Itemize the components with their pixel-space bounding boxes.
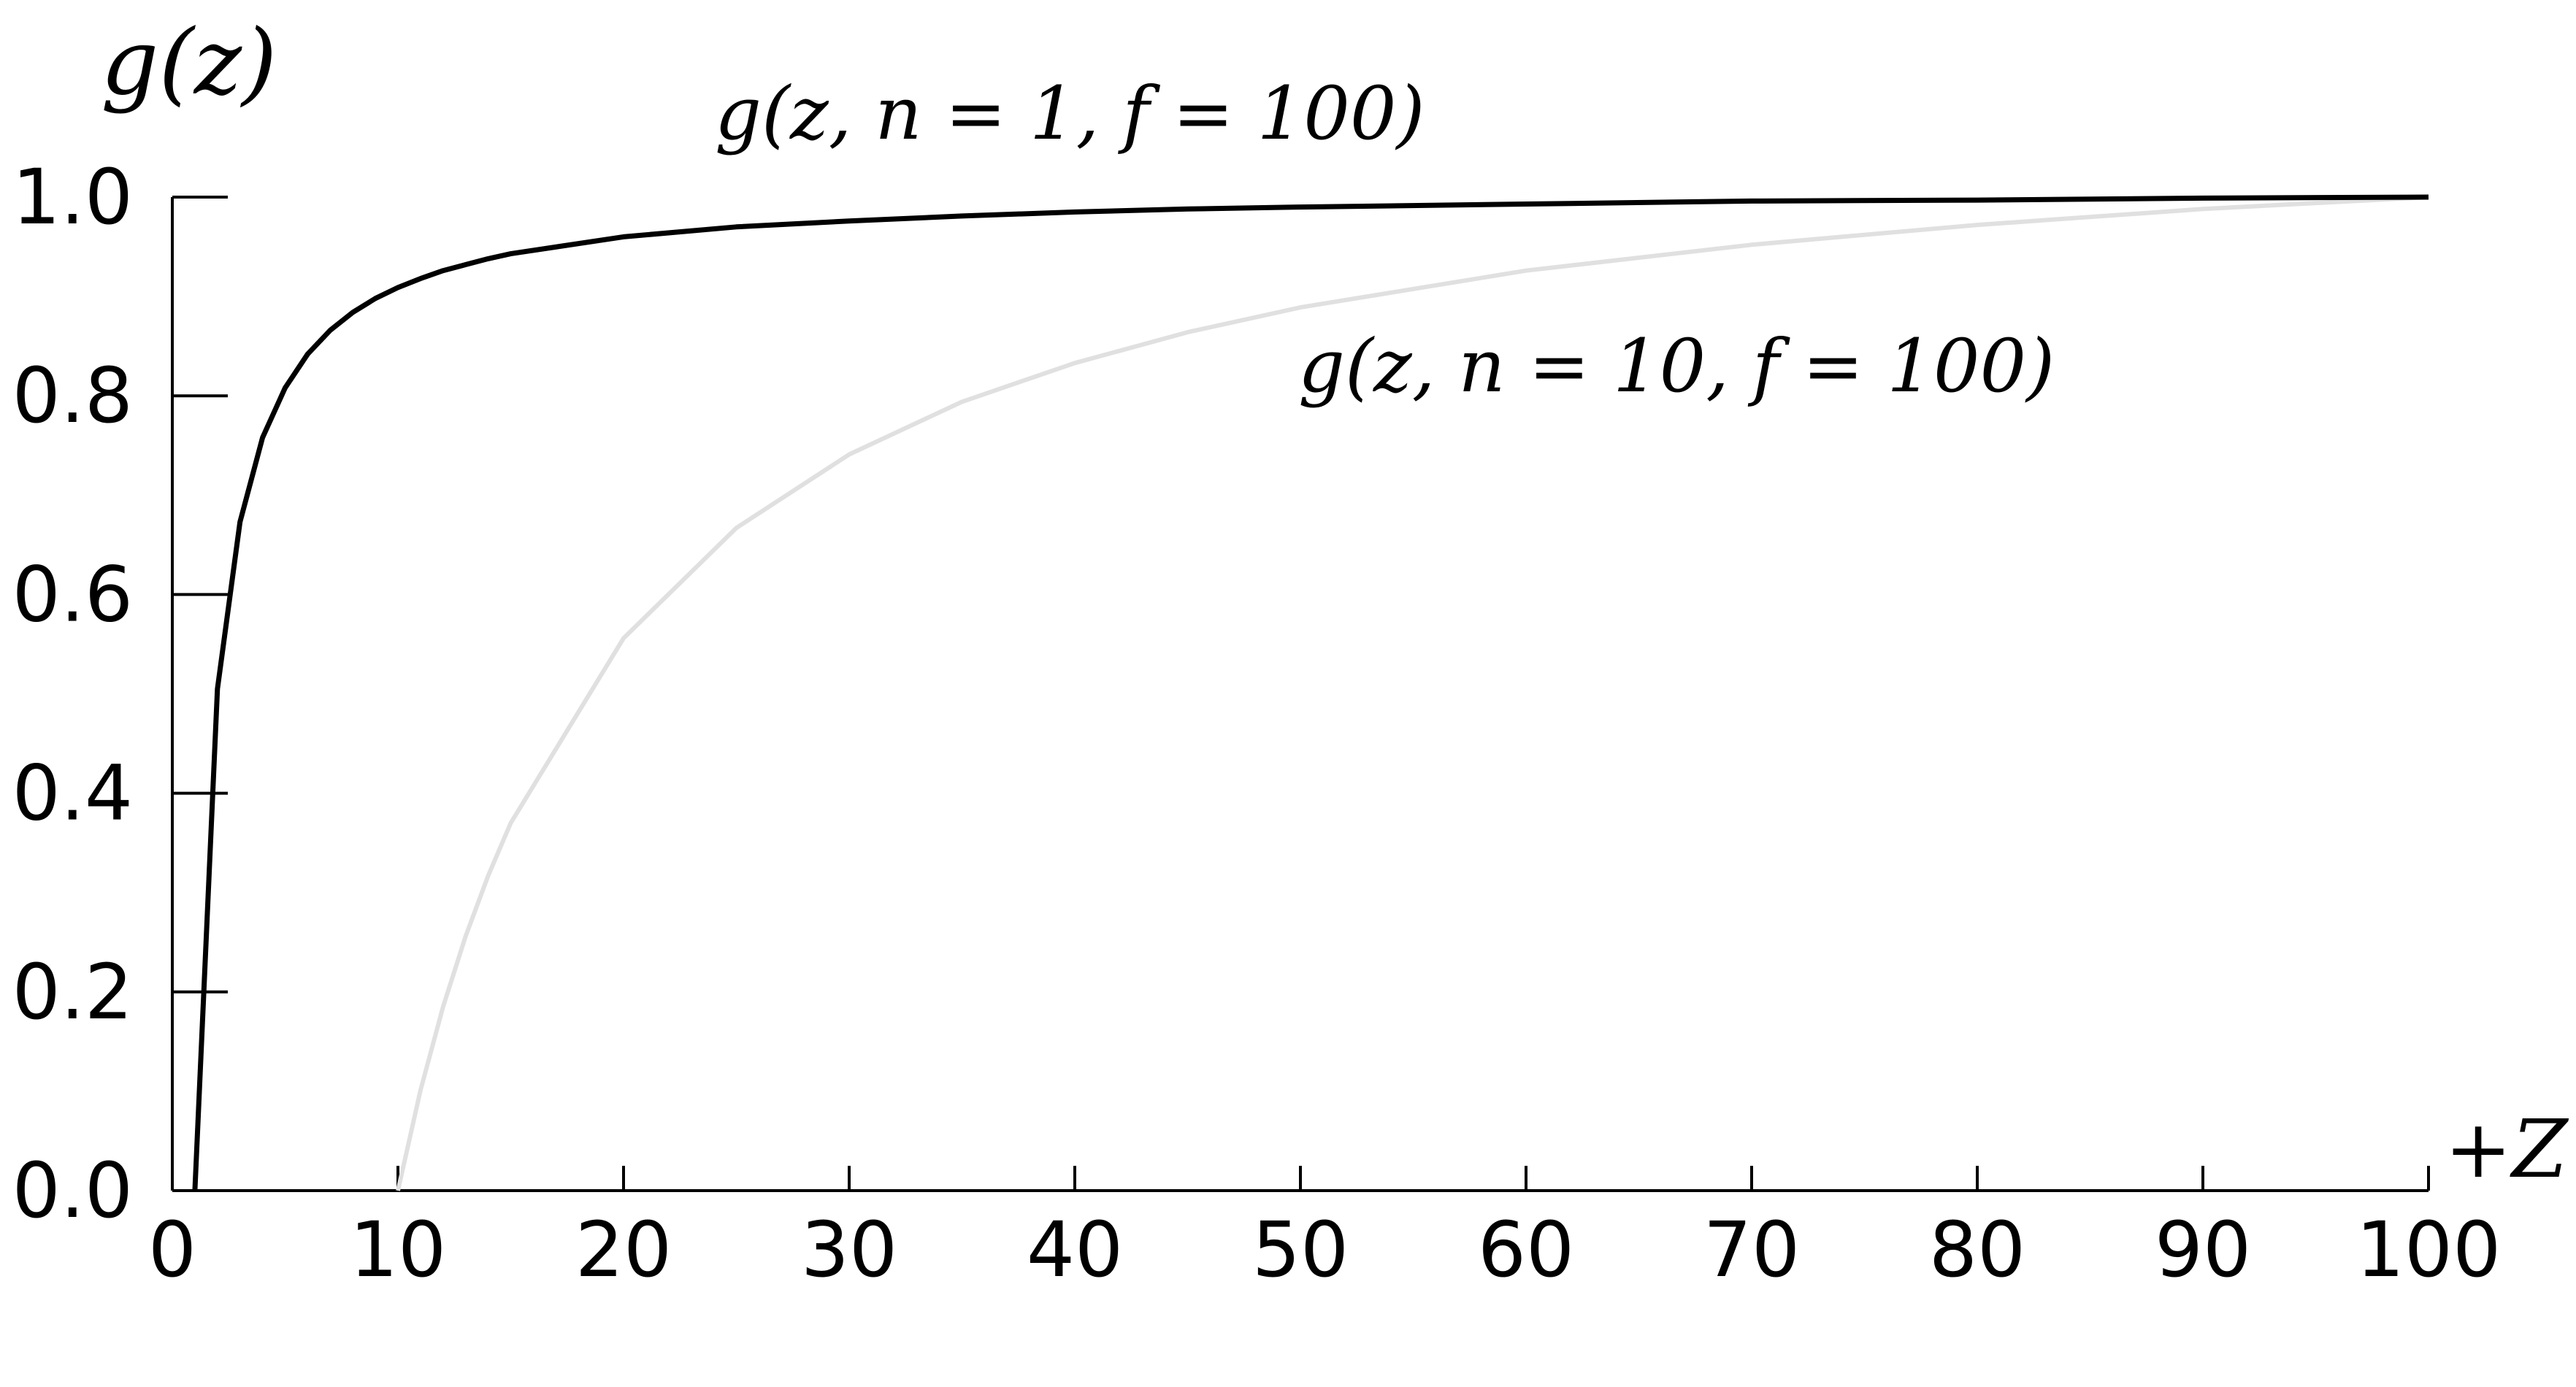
- series-line: [396, 195, 2429, 1191]
- x-tick-label: 0: [148, 1205, 196, 1294]
- y-tick-label: 0.2: [12, 948, 133, 1037]
- x-tick-label: 10: [350, 1205, 446, 1294]
- x-tick-label: 60: [1478, 1205, 1574, 1294]
- x-tick-label: 100: [2356, 1205, 2502, 1294]
- x-tick-label: 40: [1027, 1205, 1123, 1294]
- y-axis-label: g(z): [101, 10, 277, 115]
- x-tick-label: 70: [1703, 1205, 1800, 1294]
- y-tick-label: 1.0: [12, 153, 133, 242]
- series-label: g(z, n = 10, f = 100): [1298, 323, 2055, 409]
- y-tick-label: 0.8: [12, 351, 133, 440]
- x-tick-label: 50: [1252, 1205, 1349, 1294]
- x-tick-label: 90: [2155, 1205, 2251, 1294]
- series-line: [192, 194, 2429, 1191]
- x-tick-label: 30: [801, 1205, 897, 1294]
- y-tick-label: 0.6: [12, 550, 133, 639]
- y-tick-label: 0.0: [12, 1146, 133, 1235]
- x-tick-label: 20: [575, 1205, 672, 1294]
- series-label: g(z, n = 1, f = 100): [715, 71, 1425, 156]
- x-axis-label: +Z: [2445, 1102, 2569, 1196]
- x-tick-label: 80: [1929, 1205, 2025, 1294]
- y-tick-label: 0.4: [12, 749, 133, 838]
